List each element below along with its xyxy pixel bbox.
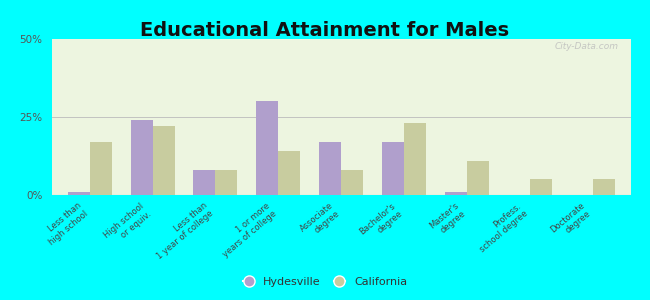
Bar: [593, 179, 615, 195]
Bar: [319, 142, 341, 195]
Bar: [278, 151, 300, 195]
Bar: [404, 123, 426, 195]
Bar: [68, 192, 90, 195]
Bar: [530, 179, 552, 195]
Bar: [153, 126, 175, 195]
Bar: [341, 170, 363, 195]
Bar: [467, 161, 489, 195]
Text: City-Data.com: City-Data.com: [555, 42, 619, 51]
Bar: [131, 120, 153, 195]
Bar: [194, 170, 216, 195]
Bar: [216, 170, 237, 195]
Bar: [445, 192, 467, 195]
Legend: Hydesville, California: Hydesville, California: [239, 272, 411, 291]
Bar: [90, 142, 112, 195]
Text: Educational Attainment for Males: Educational Attainment for Males: [140, 21, 510, 40]
Bar: [382, 142, 404, 195]
Bar: [256, 101, 278, 195]
